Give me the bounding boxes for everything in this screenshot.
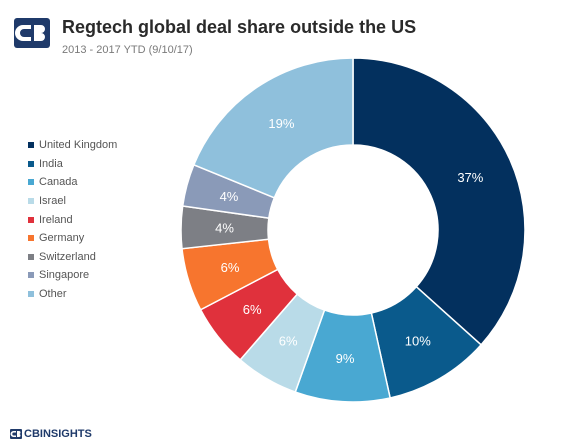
slice-label-israel: 6% <box>279 333 298 348</box>
legend-label: Israel <box>39 195 66 208</box>
chart-title: Regtech global deal share outside the US <box>62 17 417 37</box>
legend-swatch <box>28 253 34 260</box>
slice-label-switzerland: 4% <box>215 221 234 236</box>
legend-swatch <box>28 235 34 242</box>
legend-label: Singapore <box>39 269 90 282</box>
legend-item-united-kingdom: United Kingdom <box>28 136 117 155</box>
cb-logo-icon <box>14 18 50 48</box>
slice-other <box>192 57 354 199</box>
legend-item-other: Other <box>28 285 117 304</box>
slice-label-united-kingdom: 37% <box>457 170 483 185</box>
legend-swatch <box>28 179 34 186</box>
legend-item-israel: Israel <box>28 192 117 211</box>
footer-brand: CBINSIGHTS <box>10 428 92 440</box>
legend-swatch <box>28 291 34 298</box>
slice-united-kingdom <box>352 57 526 346</box>
legend-item-switzerland: Switzerland <box>28 248 117 267</box>
slice-label-singapore: 4% <box>220 189 239 204</box>
legend-label: Canada <box>39 176 78 189</box>
legend-label: Switzerland <box>39 250 96 263</box>
legend-swatch <box>28 216 34 223</box>
legend-label: Germany <box>39 232 85 245</box>
legend-item-india: India <box>28 155 117 174</box>
legend-label: Other <box>39 288 67 301</box>
chart-subtitle: 2013 - 2017 YTD (9/10/17) <box>62 44 193 56</box>
legend-label: Ireland <box>39 213 73 226</box>
brand-name: CBINSIGHTS <box>24 428 92 440</box>
legend-item-germany: Germany <box>28 229 117 248</box>
cb-mark-icon <box>10 429 22 439</box>
slice-label-canada: 9% <box>336 351 355 366</box>
legend-item-ireland: Ireland <box>28 210 117 229</box>
legend-label: India <box>39 157 63 170</box>
legend-item-singapore: Singapore <box>28 266 117 285</box>
legend-swatch <box>28 198 34 205</box>
slice-label-india: 10% <box>405 333 431 348</box>
legend-swatch <box>28 142 34 149</box>
slice-label-germany: 6% <box>221 260 240 275</box>
legend-swatch <box>28 272 34 279</box>
chart-legend: United Kingdom India Canada Israel Ireland Ge… <box>28 136 117 303</box>
legend-item-canada: Canada <box>28 173 117 192</box>
slice-label-ireland: 6% <box>243 302 262 317</box>
slice-label-other: 19% <box>268 116 294 131</box>
legend-label: United Kingdom <box>39 139 118 152</box>
legend-swatch <box>28 160 34 167</box>
